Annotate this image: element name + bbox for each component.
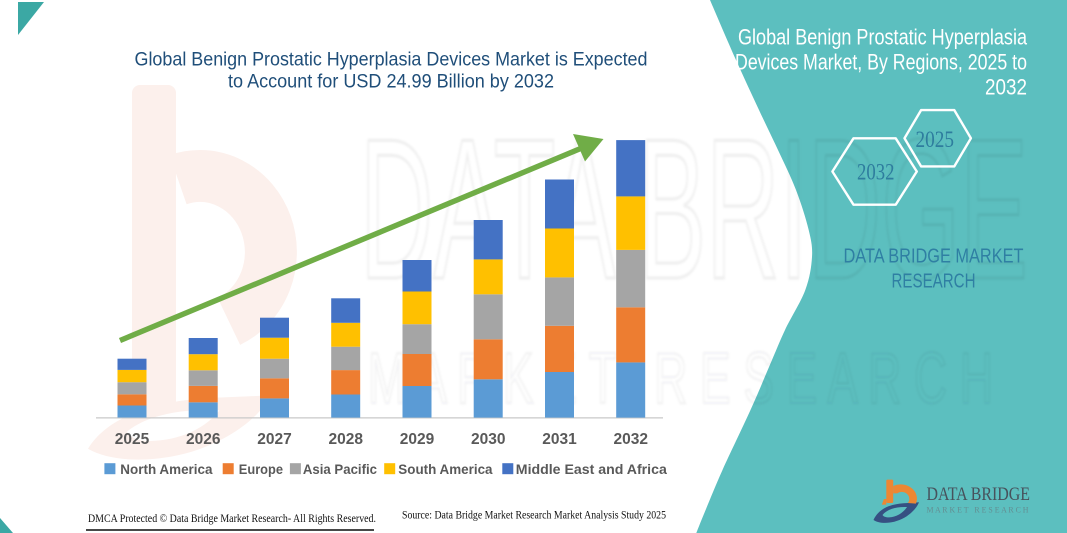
svg-text:Global Benign Prostatic Hyperp: Global Benign Prostatic Hyperplasia (738, 25, 1027, 50)
svg-text:to Account for USD 24.99 Billi: to Account for USD 24.99 Billion by 2032 (228, 71, 554, 93)
svg-text:Europe: Europe (239, 461, 283, 477)
svg-text:2031: 2031 (542, 431, 577, 448)
svg-text:2028: 2028 (328, 431, 363, 448)
svg-text:RESEARCH: RESEARCH (892, 271, 976, 293)
svg-text:2025: 2025 (115, 431, 150, 448)
svg-text:2032: 2032 (857, 160, 895, 185)
svg-text:DATA BRIDGE MARKET: DATA BRIDGE MARKET (844, 246, 1024, 268)
svg-text:Source: Data Bridge Market Res: Source: Data Bridge Market Research Mark… (402, 510, 666, 522)
svg-text:2032: 2032 (613, 431, 647, 448)
svg-text:Middle East and Africa: Middle East and Africa (516, 461, 667, 477)
svg-text:M A R K E T R E S E A R C H: M A R K E T R E S E A R C H (368, 339, 993, 419)
svg-text:2026: 2026 (186, 431, 221, 448)
svg-text:Devices Market, By Regions, 20: Devices Market, By Regions, 2025 to (735, 50, 1027, 75)
svg-text:2032: 2032 (985, 75, 1027, 100)
svg-text:2029: 2029 (400, 431, 435, 448)
svg-text:DATA BRIDGE: DATA BRIDGE (927, 484, 1031, 505)
svg-text:2025: 2025 (916, 127, 955, 152)
svg-text:Asia Pacific: Asia Pacific (303, 461, 377, 477)
svg-text:2030: 2030 (471, 431, 505, 448)
svg-text:DATA BRIDGE: DATA BRIDGE (360, 98, 1028, 321)
svg-text:M A R K E T R E S E A R C H: M A R K E T R E S E A R C H (927, 506, 1029, 515)
svg-text:South America: South America (398, 461, 492, 477)
svg-text:North America: North America (120, 461, 212, 477)
svg-text:DMCA Protected © Data Bridge M: DMCA Protected © Data Bridge Market Rese… (88, 511, 376, 525)
svg-text:Global Benign Prostatic Hyperp: Global Benign Prostatic Hyperplasia Devi… (135, 49, 648, 71)
svg-text:2027: 2027 (257, 431, 291, 448)
